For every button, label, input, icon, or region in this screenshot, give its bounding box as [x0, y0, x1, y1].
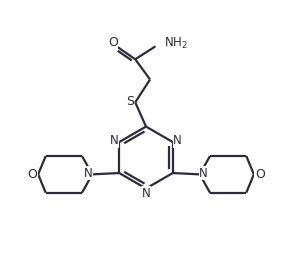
Text: N: N	[199, 167, 208, 180]
Text: N: N	[173, 134, 182, 147]
Text: NH$_2$: NH$_2$	[164, 36, 188, 51]
Text: O: O	[255, 168, 265, 181]
Text: O: O	[27, 168, 37, 181]
Text: S: S	[126, 94, 134, 107]
Text: N: N	[84, 167, 93, 180]
Text: N: N	[110, 134, 119, 147]
Text: O: O	[108, 36, 118, 49]
Text: N: N	[142, 187, 150, 200]
